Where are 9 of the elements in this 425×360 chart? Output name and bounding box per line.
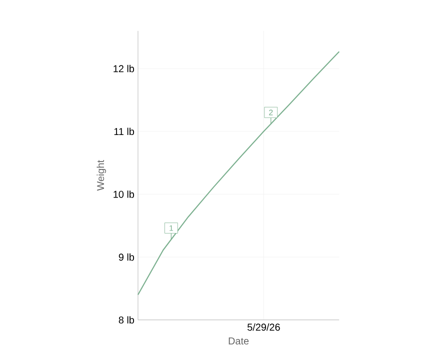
- x-tick-label: 5/29/26: [248, 323, 280, 331]
- y-axis-title: Weight: [96, 160, 106, 191]
- x-axis-title: Date: [228, 338, 249, 345]
- y-tick-label: 12 lb: [114, 65, 134, 72]
- y-tick-label: 11 lb: [114, 128, 134, 136]
- y-tick-label: 9 lb: [118, 253, 134, 261]
- y-tick-label: 8 lb: [118, 316, 134, 324]
- y-tick-label: 10 lb: [114, 190, 134, 198]
- line-series: [137, 51, 340, 296]
